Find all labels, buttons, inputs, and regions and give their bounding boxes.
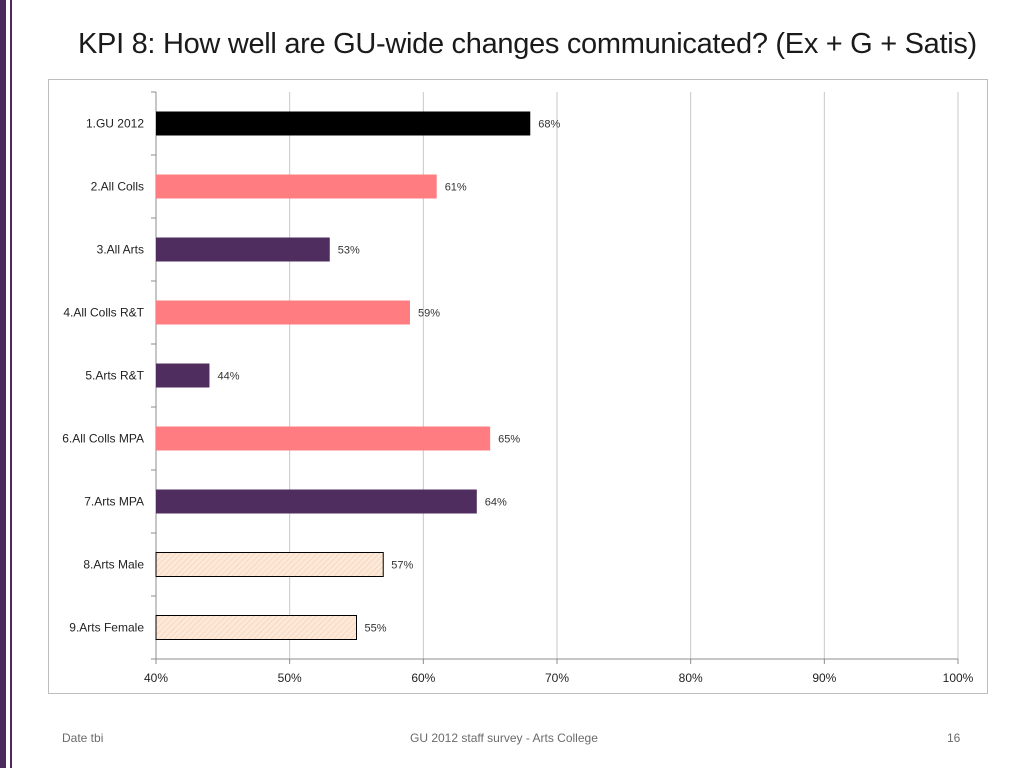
bar (156, 237, 330, 262)
value-label: 59% (418, 308, 440, 320)
footer-survey-name: GU 2012 staff survey - Arts College (410, 731, 598, 745)
left-accent-line (10, 0, 12, 768)
label-layer: 40% 50% 60% 70% 80% 90% 100% 1.GU 2012 68% 2.All … (62, 117, 973, 686)
page-number: 16 (947, 731, 961, 745)
left-accent-bar (0, 0, 6, 768)
value-label: 53% (338, 245, 360, 257)
value-label: 57% (391, 560, 413, 572)
category-label: 3.All Arts (97, 243, 144, 257)
bar-chart: 40% 50% 60% 70% 80% 90% 100% 1.GU 2012 68% 2.All … (62, 91, 974, 686)
bar-layer (155, 111, 531, 640)
bar (156, 300, 410, 325)
x-tick-label: 100% (943, 671, 974, 685)
bar (156, 426, 491, 451)
footer-date: Date tbi (62, 731, 104, 745)
value-label: 65% (498, 434, 520, 446)
bar (155, 615, 357, 640)
category-label: 7.Arts MPA (84, 495, 144, 509)
value-label: 44% (217, 371, 239, 383)
category-label: 4.All Colls R&T (63, 306, 144, 320)
chart-frame: 40% 50% 60% 70% 80% 90% 100% 1.GU 2012 68% 2.All … (48, 79, 988, 694)
category-label: 5.Arts R&T (85, 369, 144, 383)
category-label: 2.All Colls (91, 180, 144, 194)
value-label: 68% (538, 119, 560, 131)
category-label: 6.All Colls MPA (62, 432, 144, 446)
x-tick-label: 70% (545, 671, 569, 685)
x-tick-label: 80% (679, 671, 703, 685)
category-label: 1.GU 2012 (86, 117, 144, 131)
slide-title: KPI 8: How well are GU-wide changes comm… (78, 28, 977, 60)
bar (156, 363, 210, 388)
category-label: 9.Arts Female (69, 621, 144, 635)
value-label: 61% (445, 182, 467, 194)
x-tick-label: 50% (278, 671, 302, 685)
x-tick-label: 90% (812, 671, 836, 685)
category-label: 8.Arts Male (83, 558, 144, 572)
value-label: 64% (485, 497, 507, 509)
value-label: 55% (365, 623, 387, 635)
x-tick-label: 60% (411, 671, 435, 685)
bar (156, 111, 531, 136)
bar (156, 174, 437, 199)
bar (156, 489, 477, 514)
x-tick-label: 40% (144, 671, 168, 685)
bar (155, 552, 384, 577)
